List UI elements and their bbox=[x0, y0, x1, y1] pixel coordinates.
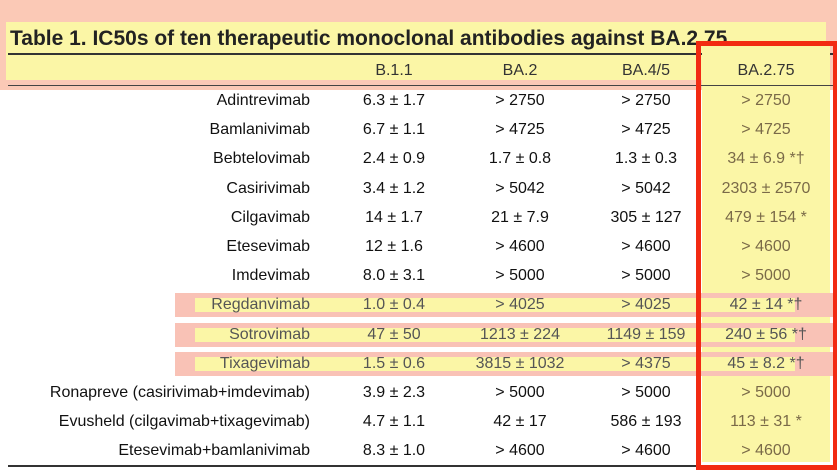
cell-b11: 47 ± 50 bbox=[367, 325, 421, 343]
cell-b11: 8.0 ± 3.1 bbox=[362, 267, 426, 285]
cell-ba45: 1.3 ± 0.3 bbox=[614, 150, 678, 168]
cell-ba2: > 5000 bbox=[495, 384, 545, 401]
cell-ba45: > 5000 bbox=[621, 384, 671, 401]
cell-ba275: > 4725 bbox=[741, 121, 791, 139]
cell-ba2: > 5042 bbox=[495, 179, 545, 197]
cell-ba45: > 4725 bbox=[621, 121, 671, 139]
ba275-column-highlight bbox=[702, 44, 830, 462]
table-top-rule bbox=[8, 53, 834, 55]
cell-ba45: > 4600 bbox=[621, 442, 671, 460]
cell-ba275: 240 ± 56 *† bbox=[725, 325, 807, 343]
row-name: Casirivimab bbox=[226, 179, 310, 197]
cell-b11: 6.7 ± 1.1 bbox=[362, 121, 426, 139]
cell-b11: 14 ± 1.7 bbox=[365, 208, 423, 226]
table-title: Table 1. IC50s of ten therapeutic monocl… bbox=[10, 27, 728, 50]
cell-b11: 8.3 ± 1.0 bbox=[362, 442, 426, 460]
cell-ba45: > 4375 bbox=[621, 354, 671, 372]
cell-b11: 12 ± 1.6 bbox=[365, 238, 423, 255]
row-name: Etesevimab+bamlanivimab bbox=[118, 442, 310, 460]
ba275-column-box bbox=[696, 41, 837, 470]
title-yellow-highlight bbox=[6, 22, 826, 80]
cell-b11: 2.4 ± 0.9 bbox=[362, 150, 426, 168]
cell-ba2: > 4025 bbox=[495, 296, 545, 314]
cell-ba275: > 5000 bbox=[741, 384, 791, 401]
row-yellow-highlight bbox=[195, 356, 795, 371]
cell-ba275: 45 ± 8.2 *† bbox=[727, 354, 805, 372]
cell-ba275: 2303 ± 2570 bbox=[721, 179, 811, 197]
cell-ba2: > 5000 bbox=[495, 267, 545, 285]
cell-ba2: > 4600 bbox=[495, 442, 545, 460]
row-name: Cilgavimab bbox=[230, 208, 310, 226]
cell-ba45: > 2750 bbox=[621, 92, 671, 109]
row-name: Imdevimab bbox=[231, 267, 310, 285]
row-name: Bebtelovimab bbox=[213, 150, 310, 168]
cell-ba275: 42 ± 14 *† bbox=[729, 296, 803, 314]
cell-ba45: > 4025 bbox=[621, 296, 671, 314]
table-header-rule bbox=[8, 85, 834, 86]
cell-ba45: > 5000 bbox=[621, 267, 671, 285]
row-name: Evusheld (cilgavimab+tixagevimab) bbox=[58, 413, 310, 431]
row-name: Regdanvimab bbox=[211, 296, 310, 314]
header-ba2: BA.2 bbox=[502, 62, 538, 79]
cell-ba45: 1149 ± 159 bbox=[606, 325, 686, 343]
row-yellow-highlight bbox=[195, 298, 795, 313]
header-ba275: BA.2.75 bbox=[737, 62, 795, 79]
cell-b11: 1.0 ± 0.4 bbox=[362, 296, 426, 314]
cell-ba2: > 2750 bbox=[495, 92, 545, 109]
row-yellow-highlight bbox=[195, 327, 795, 342]
cell-ba275: 34 ± 6.9 *† bbox=[727, 150, 805, 168]
row-name: Adintrevimab bbox=[216, 92, 310, 109]
row-name: Bamlanivimab bbox=[209, 121, 310, 139]
cell-ba2: 1.7 ± 0.8 bbox=[488, 150, 552, 168]
cell-ba2: 1213 ± 224 bbox=[480, 325, 560, 343]
cell-ba2: 42 ± 17 bbox=[493, 413, 547, 431]
cell-b11: 4.7 ± 1.1 bbox=[362, 413, 426, 431]
cell-ba45: > 4600 bbox=[621, 238, 671, 255]
cell-ba2: 3815 ± 1032 bbox=[475, 354, 565, 372]
cell-ba275: > 2750 bbox=[741, 92, 791, 109]
cell-ba45: 305 ± 127 bbox=[610, 208, 682, 226]
cell-ba275: > 4600 bbox=[741, 238, 791, 255]
cell-ba2: > 4725 bbox=[495, 121, 545, 139]
cell-ba45: 586 ± 193 bbox=[610, 413, 682, 431]
cell-b11: 6.3 ± 1.7 bbox=[362, 92, 426, 109]
cell-ba275: 113 ± 31 * bbox=[730, 413, 802, 431]
cell-ba275: > 4600 bbox=[741, 442, 791, 460]
row-name: Sotrovimab bbox=[229, 325, 310, 343]
cell-b11: 3.4 ± 1.2 bbox=[362, 179, 426, 197]
header-ba45: BA.4/5 bbox=[621, 62, 671, 79]
row-name: Ronapreve (casirivimab+imdevimab) bbox=[49, 384, 310, 401]
cell-ba2: 21 ± 7.9 bbox=[491, 208, 549, 226]
cell-ba45: > 5042 bbox=[621, 179, 671, 197]
table-bottom-rule bbox=[8, 465, 834, 467]
header-b11: B.1.1 bbox=[375, 62, 413, 79]
cell-ba275: > 5000 bbox=[741, 267, 791, 285]
row-name: Etesevimab bbox=[226, 238, 310, 255]
cell-ba2: > 4600 bbox=[495, 238, 545, 255]
row-name: Tixagevimab bbox=[219, 354, 310, 372]
cell-b11: 1.5 ± 0.6 bbox=[362, 354, 426, 372]
cell-ba275: 479 ± 154 * bbox=[725, 208, 807, 226]
cell-b11: 3.9 ± 2.3 bbox=[362, 384, 426, 401]
